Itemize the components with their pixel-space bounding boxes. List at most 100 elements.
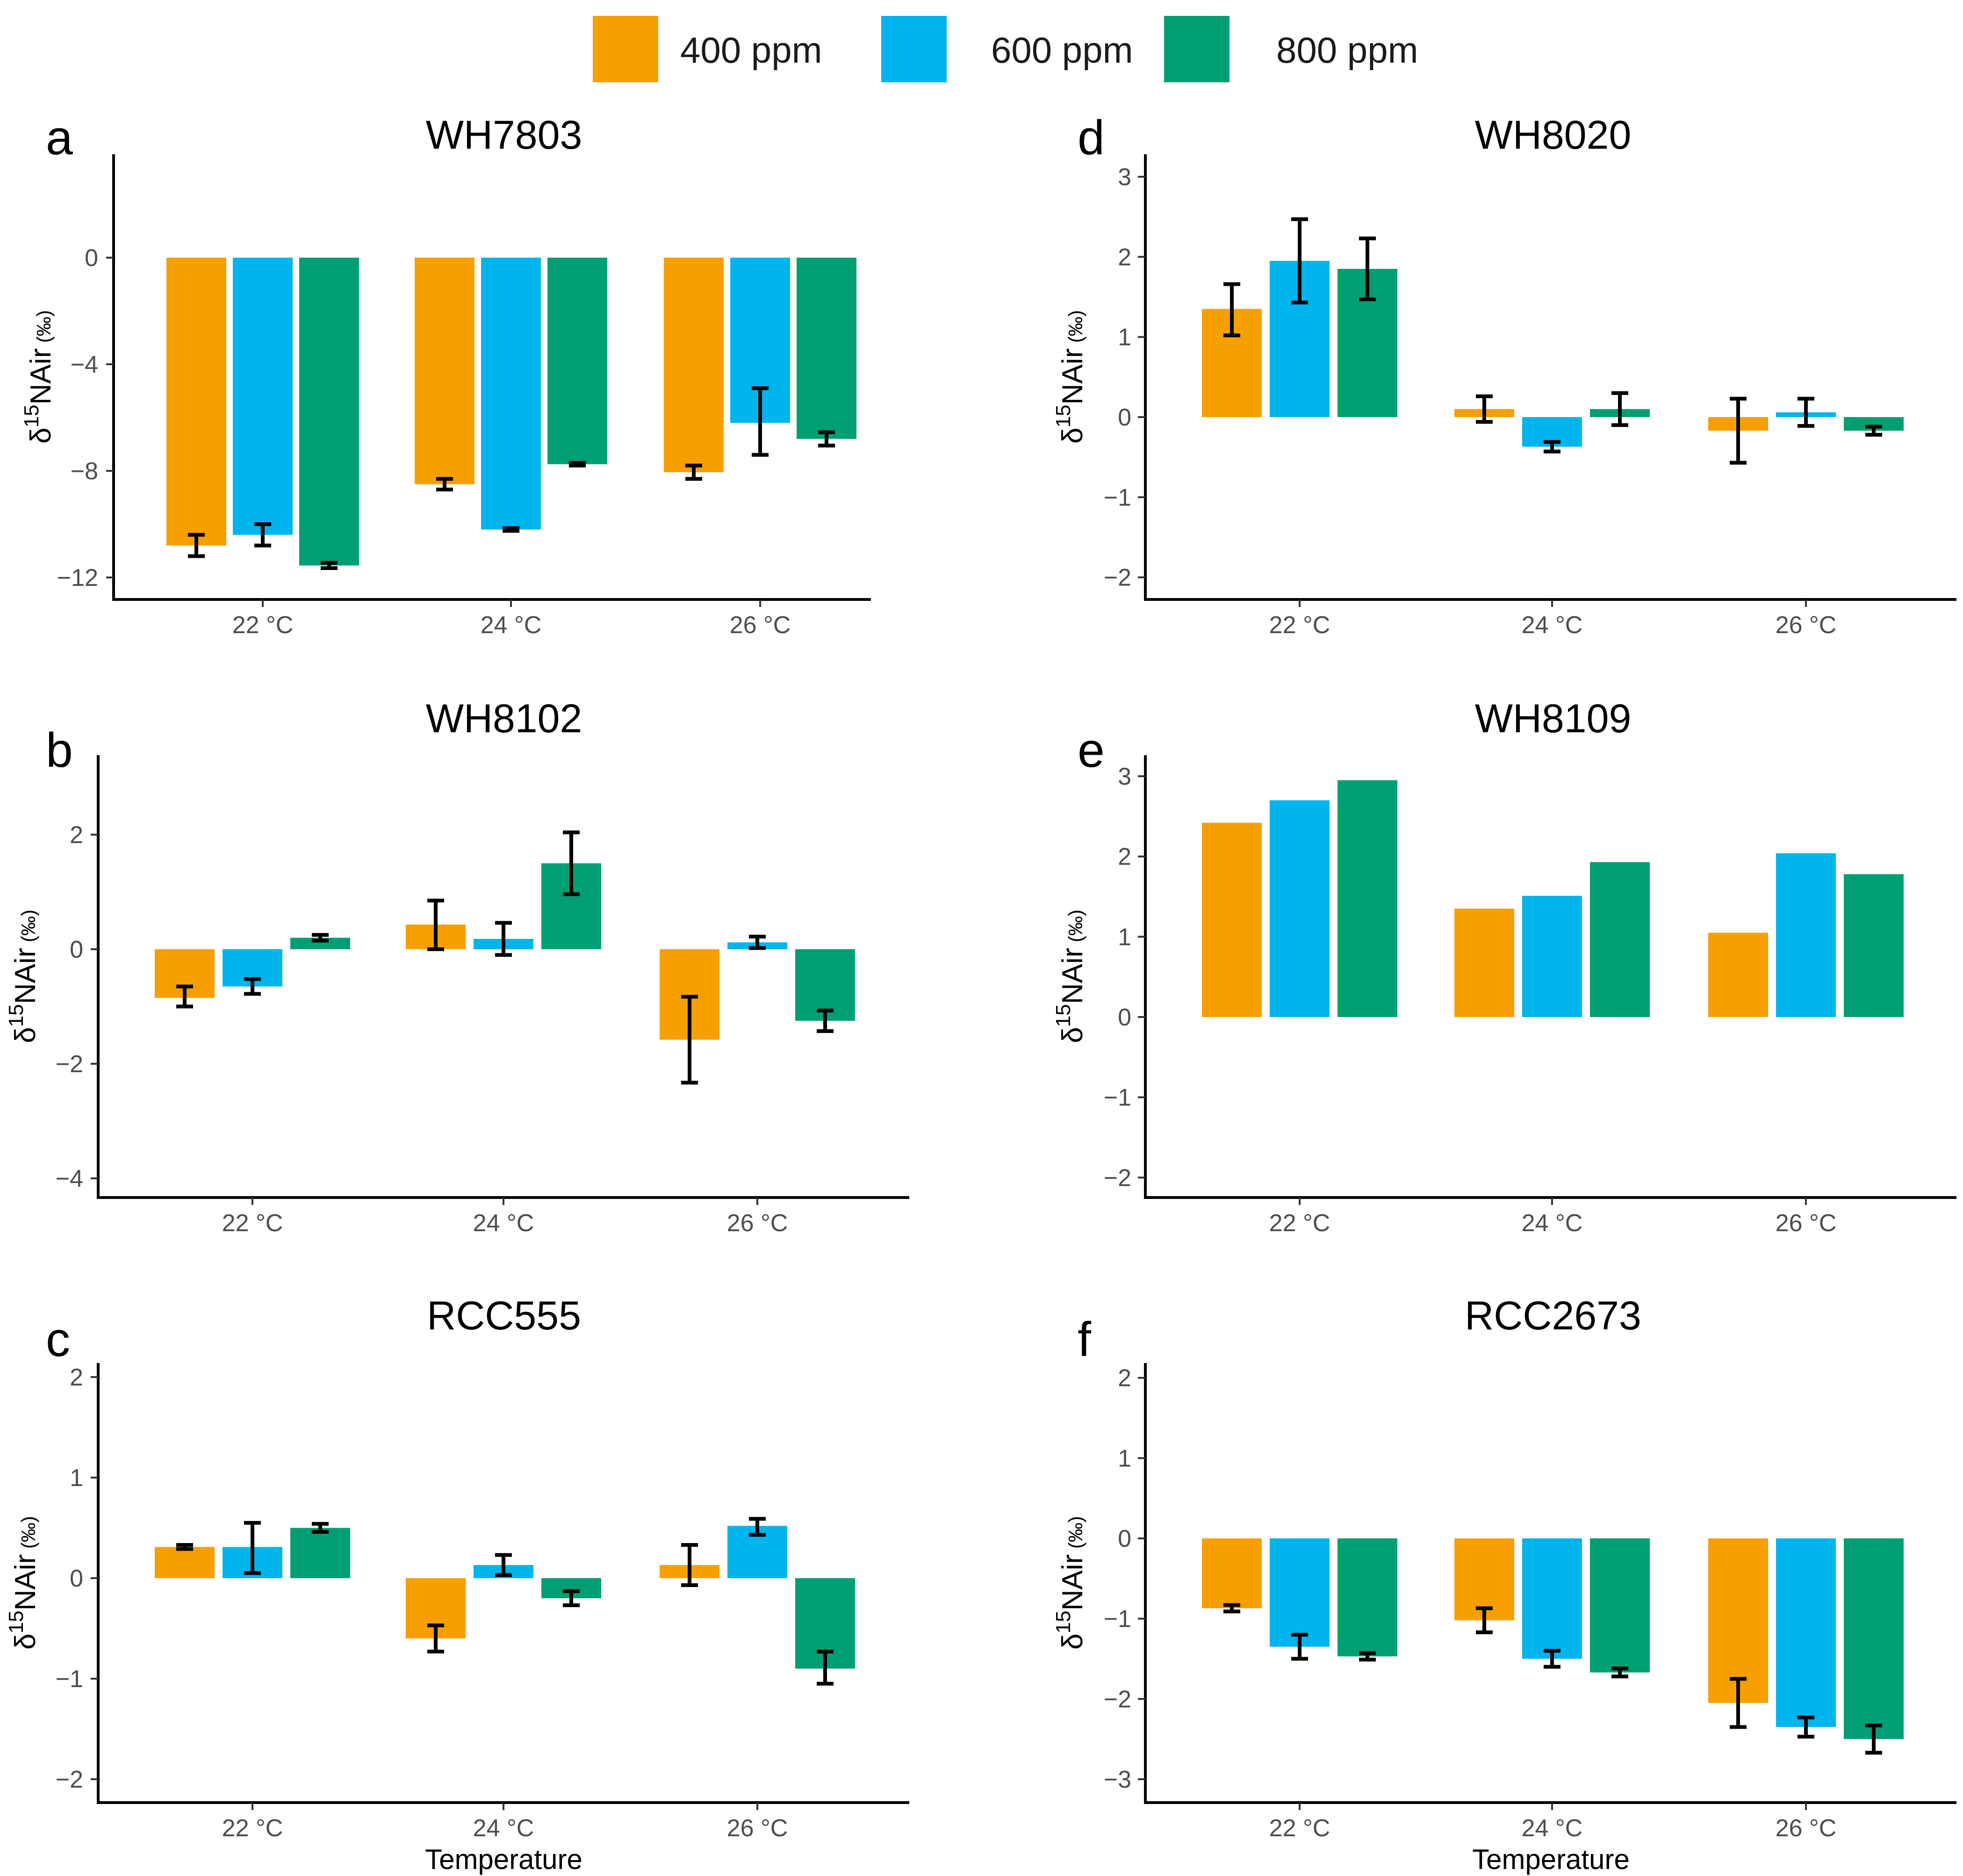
y-tick-label: 3: [1118, 164, 1131, 191]
x-tick-label: 26 °C: [1776, 1210, 1837, 1237]
error-bar: [681, 995, 698, 1085]
x-tick-label: 24 °C: [1522, 1815, 1583, 1842]
y-tick-label: 2: [1118, 844, 1131, 871]
error-bar: [817, 1009, 834, 1033]
bar: [1522, 1538, 1582, 1659]
error-bar: [312, 933, 329, 943]
x-tick-label: 26 °C: [1776, 612, 1837, 639]
bar: [797, 258, 856, 439]
y-tick-label: 0: [85, 245, 98, 272]
x-tick-label: 24 °C: [473, 1210, 534, 1237]
y-tick-label: −2: [56, 1766, 83, 1793]
y-tick-label: −1: [56, 1666, 83, 1693]
y-tick-label: −1: [1104, 1606, 1131, 1633]
error-bar: [312, 1522, 329, 1534]
error-bar: [503, 526, 519, 533]
y-tick-label: 0: [1118, 1004, 1131, 1031]
error-bar: [1865, 425, 1882, 437]
bar: [1590, 1538, 1650, 1673]
bar: [1776, 853, 1836, 1017]
panel-e: e WH8109 −2 −1 0 1 2 3 22 °C 24 °C 26 °C δ15NAir (‰…: [1052, 696, 1956, 1237]
bar: [1844, 874, 1904, 1017]
panel-letter: e: [1078, 723, 1105, 778]
bar: [1337, 780, 1397, 1017]
y-tick-label: −1: [1104, 1084, 1131, 1111]
error-bar: [1291, 217, 1308, 304]
y-tick-label: 3: [1118, 763, 1131, 790]
panel-c: c RCC555 −2 −1 0 1 2 22 °C 24 °C 26 °C Temperature…: [5, 1293, 909, 1875]
y-axis-title: δ15NAir (‰): [5, 909, 42, 1043]
error-bar: [427, 1623, 444, 1653]
error-bar: [1359, 236, 1376, 302]
error-bar: [1476, 1606, 1493, 1634]
error-bar: [817, 1649, 834, 1686]
error-bar: [569, 461, 586, 468]
error-bar: [254, 522, 271, 548]
error-bar: [1730, 1677, 1747, 1729]
error-bar: [176, 984, 193, 1009]
bar: [1590, 862, 1650, 1017]
error-bar: [188, 533, 205, 558]
panel-letter: f: [1078, 1313, 1092, 1367]
error-bar: [1359, 1651, 1376, 1662]
bar: [1270, 800, 1330, 1017]
y-tick-label: 1: [1118, 924, 1131, 951]
error-bar: [681, 1543, 698, 1587]
bar: [1270, 1538, 1330, 1647]
x-tick-label: 22 °C: [1269, 1815, 1330, 1842]
legend-swatch: [881, 16, 947, 82]
error-bar: [1223, 282, 1240, 338]
error-bar: [1611, 391, 1628, 427]
y-tick-label: 1: [70, 1465, 83, 1492]
error-bar: [427, 898, 444, 951]
bar: [415, 258, 475, 484]
bar: [155, 1547, 215, 1578]
error-bar: [1865, 1723, 1882, 1755]
error-bar: [752, 386, 769, 457]
bar: [233, 258, 293, 535]
error-bar: [1223, 1603, 1240, 1614]
bar: [481, 258, 541, 530]
error-bar: [1476, 394, 1493, 424]
y-tick-label: 2: [1118, 244, 1131, 271]
y-tick-label: 0: [1118, 404, 1131, 431]
y-axis-title: δ15NAir (‰): [1052, 1516, 1089, 1650]
bar: [1202, 823, 1262, 1017]
bar: [1522, 895, 1582, 1017]
error-bar: [685, 463, 702, 481]
bar: [1454, 909, 1514, 1017]
error-bar: [1544, 440, 1560, 454]
y-tick-label: 0: [70, 936, 83, 963]
panel-title: WH8109: [1475, 696, 1632, 741]
panel-letter: b: [46, 723, 73, 778]
x-tick-label: 26 °C: [727, 1815, 788, 1842]
y-tick-label: −4: [56, 1165, 83, 1192]
error-bar: [1544, 1649, 1560, 1669]
error-bar: [436, 477, 453, 491]
bar: [290, 1528, 350, 1578]
bar: [1844, 1538, 1904, 1739]
panel-title: RCC555: [427, 1293, 581, 1338]
y-axis-title: δ15NAir (‰): [1052, 310, 1089, 444]
panel-f: f RCC2673 −3 −2 −1 0 1 2 22 °C 24 °C 26 °C Temperat…: [1052, 1293, 1956, 1875]
y-tick-label: −4: [71, 351, 98, 378]
panel-letter: d: [1078, 111, 1105, 165]
x-axis-title: Temperature: [425, 1844, 582, 1875]
y-axis-title: δ15NAir (‰): [1052, 909, 1089, 1043]
y-tick-label: 0: [70, 1565, 83, 1592]
x-tick-label: 24 °C: [473, 1815, 534, 1842]
legend-label: 400 ppm: [680, 29, 822, 71]
x-tick-label: 22 °C: [222, 1815, 283, 1842]
error-bar: [1798, 1715, 1814, 1739]
error-bar: [1291, 1633, 1308, 1661]
y-tick-label: −2: [56, 1051, 83, 1078]
bar: [1202, 1538, 1262, 1609]
y-tick-label: −8: [71, 458, 98, 485]
legend-swatch: [1164, 16, 1230, 82]
y-tick-label: −2: [1104, 1164, 1131, 1191]
panel-d: d WH8020 −2 −1 0 1 2 3 22 °C 24 °C 26 °C δ15NAir (‰…: [1052, 111, 1956, 639]
x-axis-title: Temperature: [1472, 1844, 1630, 1875]
panel-title: WH7803: [426, 113, 582, 158]
x-tick-label: 22 °C: [222, 1210, 283, 1237]
